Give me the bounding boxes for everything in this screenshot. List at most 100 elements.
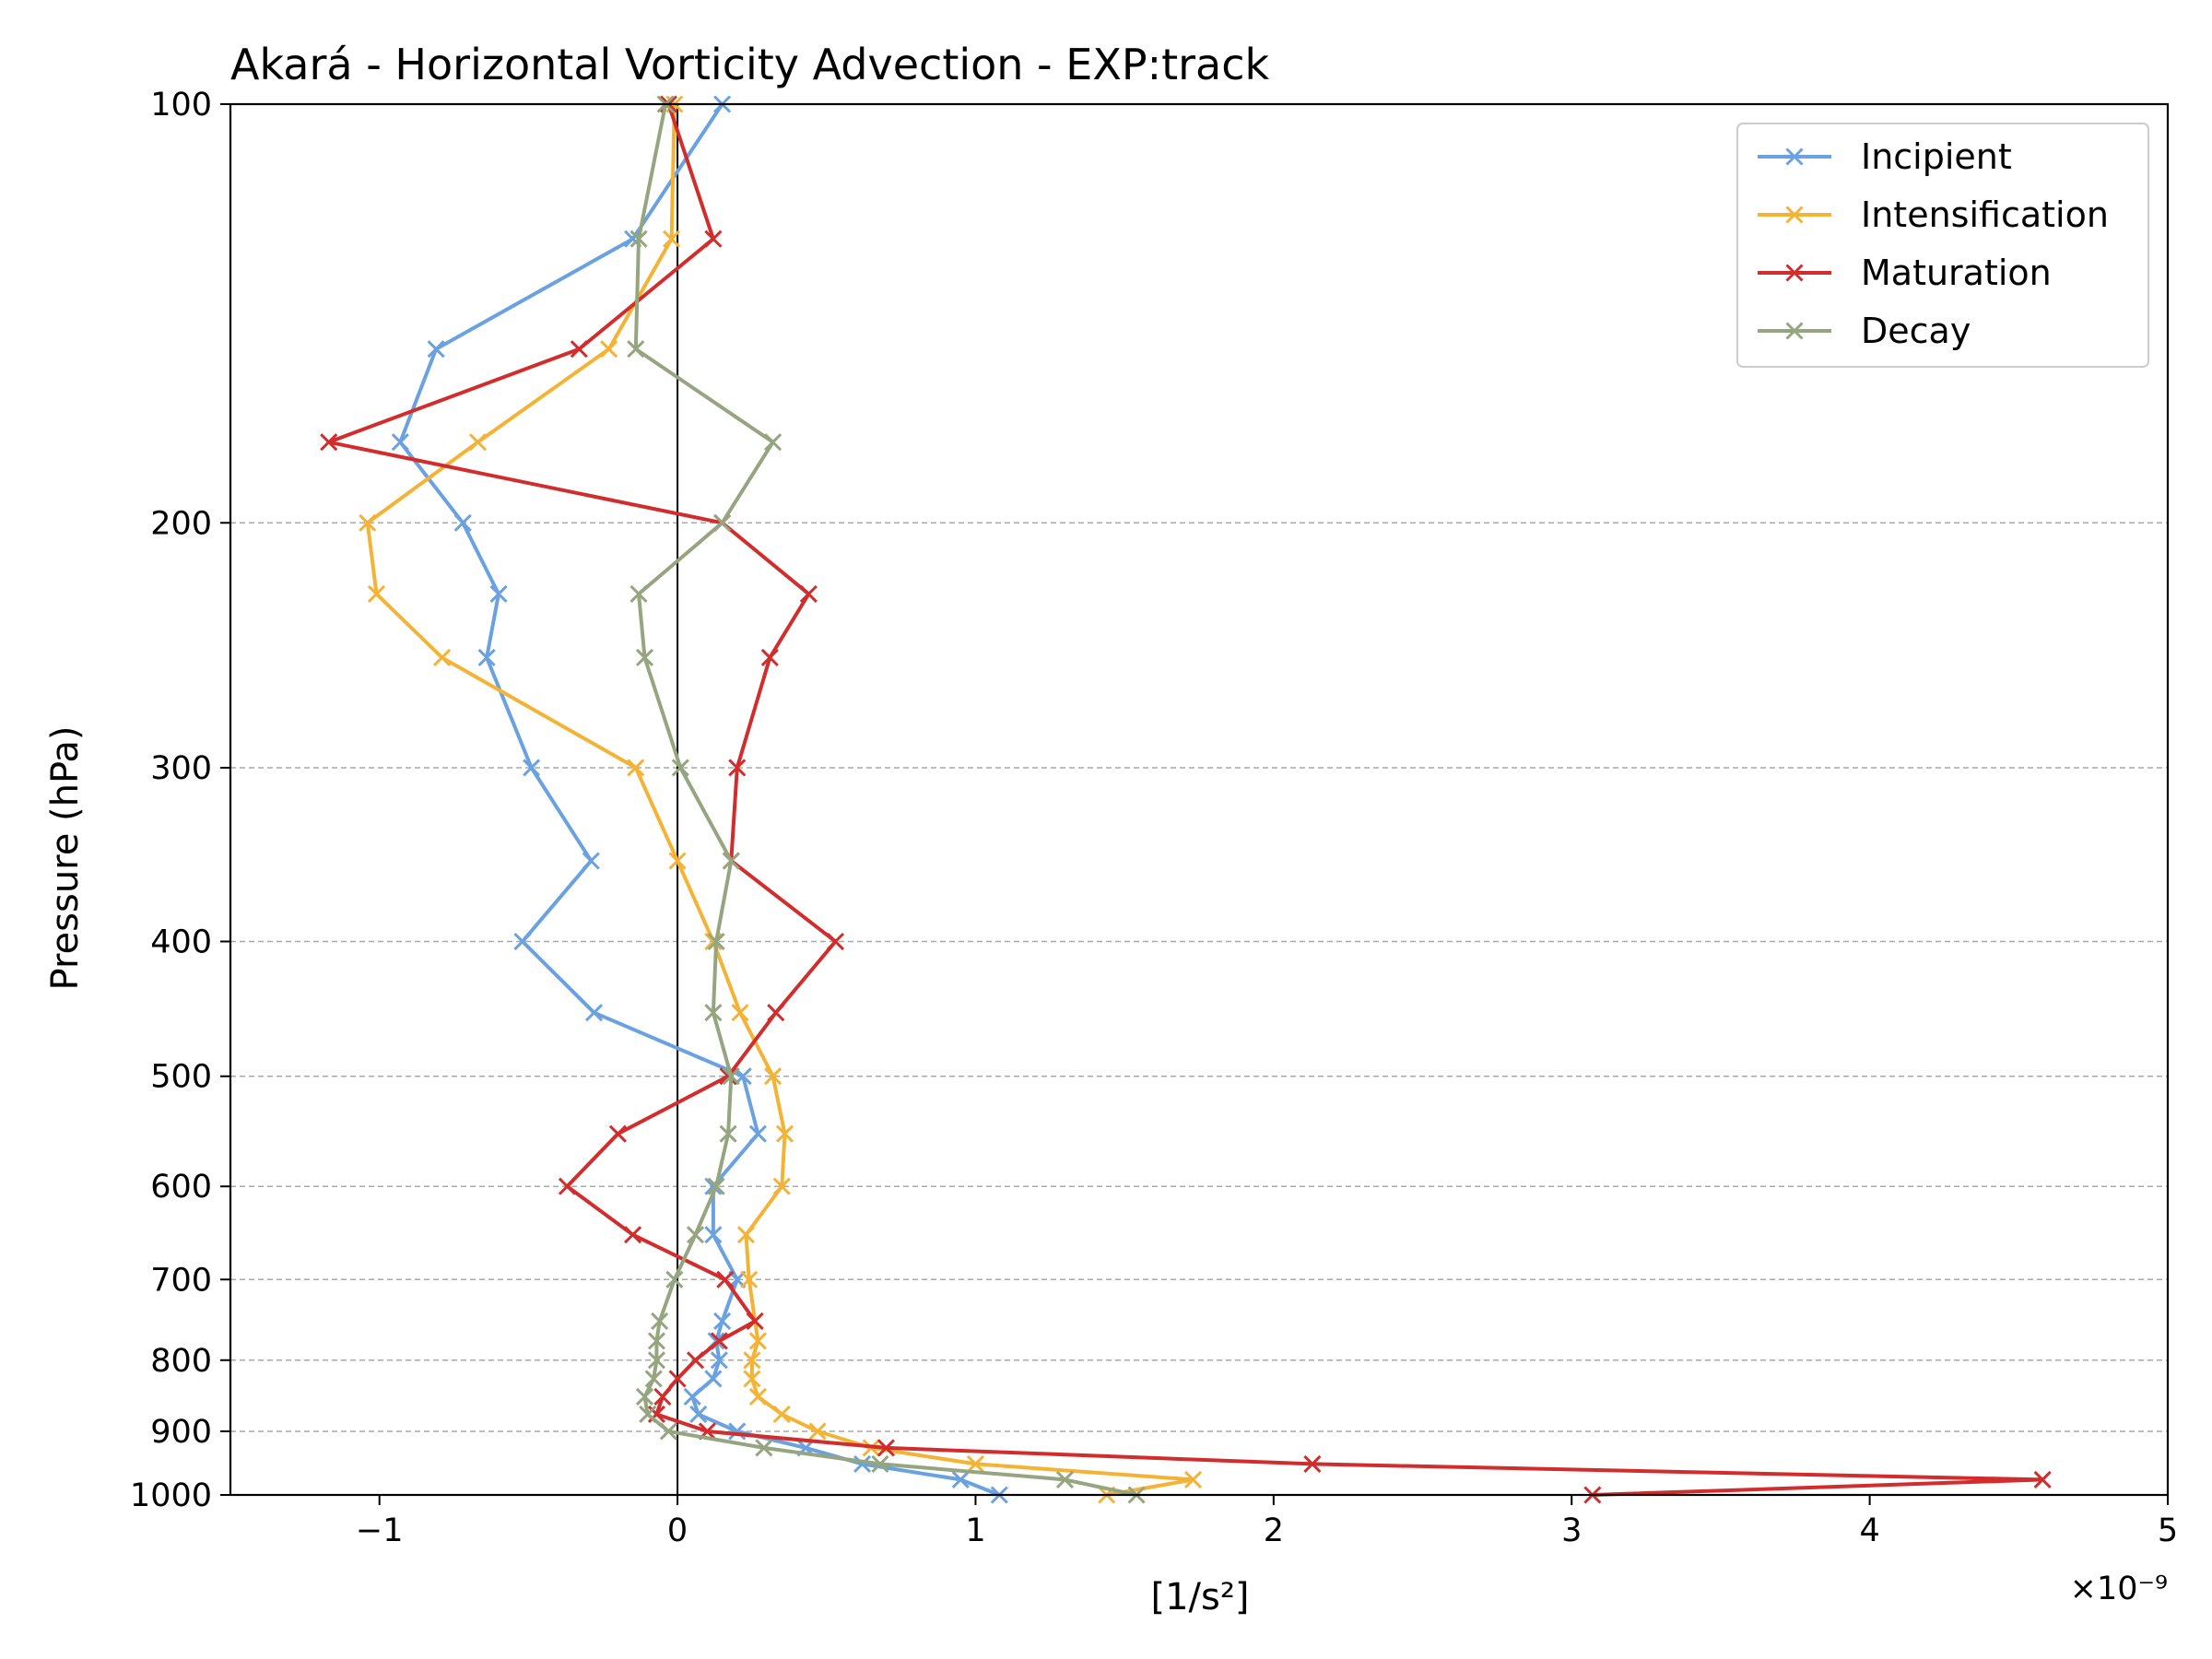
y-tick-label: 700	[150, 1262, 212, 1299]
data-point-maturation	[1303, 1454, 1322, 1473]
data-point-incipient	[853, 1454, 872, 1473]
y-tick-label: 200	[150, 505, 212, 542]
data-point-incipient	[513, 932, 532, 951]
data-point-decay	[707, 1177, 725, 1195]
data-point-intensification	[359, 513, 377, 532]
series-decay	[627, 95, 1146, 1504]
data-point-decay	[651, 1312, 669, 1331]
data-point-incipient	[710, 1351, 728, 1370]
x-tick-label: 4	[1859, 1512, 1879, 1549]
x-tick-label: 5	[2158, 1512, 2178, 1549]
data-point-maturation	[760, 648, 779, 667]
data-point-incipient	[582, 852, 600, 870]
legend-swatch-marker	[1785, 264, 1804, 282]
data-point-incipient	[477, 648, 496, 667]
legend: Incipient Intensification Maturation Decay	[1736, 123, 2149, 368]
data-point-incipient	[728, 1422, 747, 1441]
legend-box	[1736, 123, 2149, 368]
data-point-maturation	[826, 932, 845, 951]
grid-lines	[230, 522, 2168, 1432]
data-point-incipient	[748, 1124, 767, 1143]
data-point-decay	[659, 1422, 677, 1441]
data-point-decay	[635, 1387, 654, 1406]
data-point-decay	[635, 648, 654, 667]
data-point-maturation	[668, 1370, 687, 1388]
legend-swatch-marker	[1785, 147, 1804, 166]
data-point-maturation	[558, 1177, 576, 1195]
y-tick-label: 1000	[130, 1477, 212, 1514]
legend-label: Incipient	[1861, 136, 2012, 177]
data-point-intensification	[736, 1226, 756, 1244]
data-point-maturation	[728, 759, 747, 777]
data-point-intensification	[808, 1422, 827, 1441]
data-point-decay	[722, 852, 740, 870]
data-point-intensification	[731, 1004, 749, 1022]
data-point-incipient	[713, 1312, 732, 1331]
legend-label: Decay	[1861, 311, 1971, 351]
data-point-incipient	[951, 1470, 970, 1488]
data-point-decay	[871, 1454, 889, 1473]
x-tick-label: 3	[1561, 1512, 1582, 1549]
data-point-maturation	[608, 1124, 627, 1143]
legend-label: Maturation	[1861, 253, 2052, 293]
x-tick-label: −1	[356, 1512, 404, 1549]
data-point-incipient	[689, 1405, 708, 1424]
y-tick-label: 300	[150, 750, 212, 787]
data-point-maturation	[570, 340, 588, 359]
x-tick-label: 0	[667, 1512, 688, 1549]
data-point-intensification	[668, 852, 687, 870]
data-point-decay	[671, 759, 689, 777]
data-point-intensification	[748, 1332, 767, 1350]
data-point-intensification	[743, 1351, 761, 1370]
y-axis-ticks: 100 200 300 400 500 600 700 800 900 1000	[130, 87, 230, 1514]
data-point-intensification	[1183, 1470, 1203, 1488]
data-point-decay	[639, 1405, 657, 1424]
x-axis-multiplier: ×10⁻⁹	[2070, 1571, 2168, 1607]
data-point-intensification	[600, 340, 618, 359]
y-tick-label: 100	[150, 87, 212, 124]
data-point-intensification	[748, 1387, 767, 1406]
data-point-intensification	[775, 1124, 794, 1143]
data-point-decay	[1055, 1470, 1075, 1488]
data-point-decay	[665, 1270, 684, 1288]
data-point-incipient	[683, 1387, 701, 1406]
data-point-maturation	[710, 1332, 728, 1350]
y-tick-label: 900	[150, 1414, 212, 1451]
x-tick-label: 1	[965, 1512, 985, 1549]
x-axis-label: [1/s²]	[1150, 1576, 1249, 1618]
data-point-incipient	[489, 584, 508, 604]
data-point-decay	[627, 340, 645, 359]
series-incipient	[391, 95, 1008, 1504]
data-point-maturation	[653, 1387, 672, 1406]
y-tick-label: 400	[150, 924, 212, 961]
data-point-maturation	[767, 1004, 785, 1022]
x-axis-ticks: −1 0 1 2 3 4 5	[356, 1495, 2178, 1549]
data-point-decay	[647, 1332, 666, 1350]
data-point-decay	[644, 1370, 663, 1388]
data-point-incipient	[584, 1004, 604, 1022]
data-point-incipient	[704, 1370, 723, 1388]
data-point-decay	[629, 584, 648, 604]
x-tick-label: 2	[1264, 1512, 1284, 1549]
data-point-intensification	[772, 1405, 791, 1424]
legend-swatch-marker	[1785, 206, 1804, 224]
chart-title: Akará - Horizontal Vorticity Advection -…	[230, 40, 1270, 89]
data-point-decay	[707, 932, 725, 951]
data-point-intensification	[468, 433, 487, 452]
y-tick-label: 600	[150, 1169, 212, 1206]
legend-entry-intensification: Intensification	[1758, 194, 2109, 235]
data-point-intensification	[763, 1067, 782, 1086]
data-point-maturation	[686, 1351, 705, 1370]
data-point-intensification	[966, 1454, 985, 1473]
data-point-decay	[704, 1004, 723, 1022]
data-point-maturation	[704, 229, 723, 248]
data-point-decay	[713, 513, 732, 532]
legend-entry-incipient: Incipient	[1758, 136, 2012, 177]
data-point-incipient	[391, 433, 409, 452]
data-point-decay	[686, 1226, 705, 1244]
y-tick-label: 800	[150, 1343, 212, 1380]
data-point-intensification	[743, 1370, 761, 1388]
data-point-decay	[719, 1124, 737, 1143]
data-point-incipient	[704, 1226, 723, 1244]
